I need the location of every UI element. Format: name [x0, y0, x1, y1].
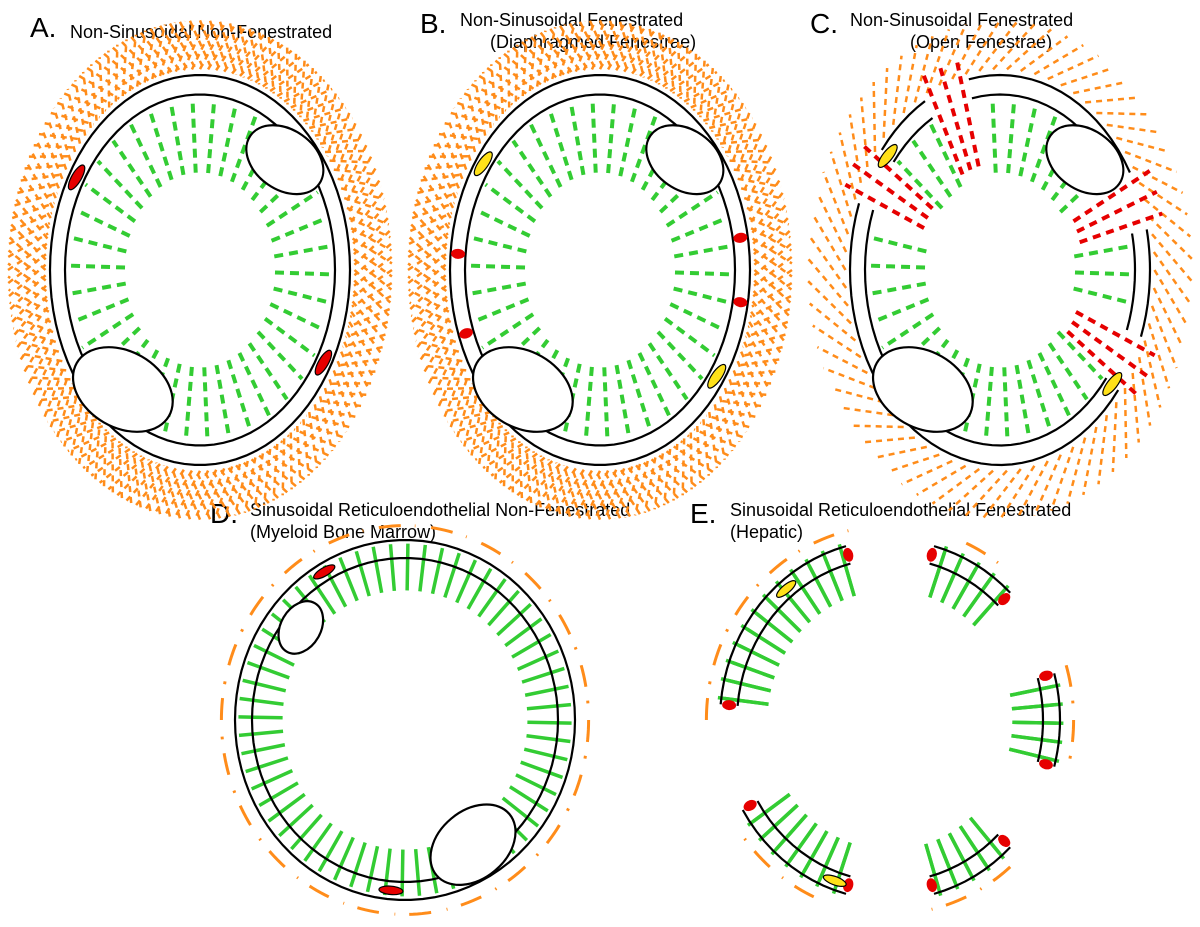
figure-svg — [0, 0, 1200, 927]
